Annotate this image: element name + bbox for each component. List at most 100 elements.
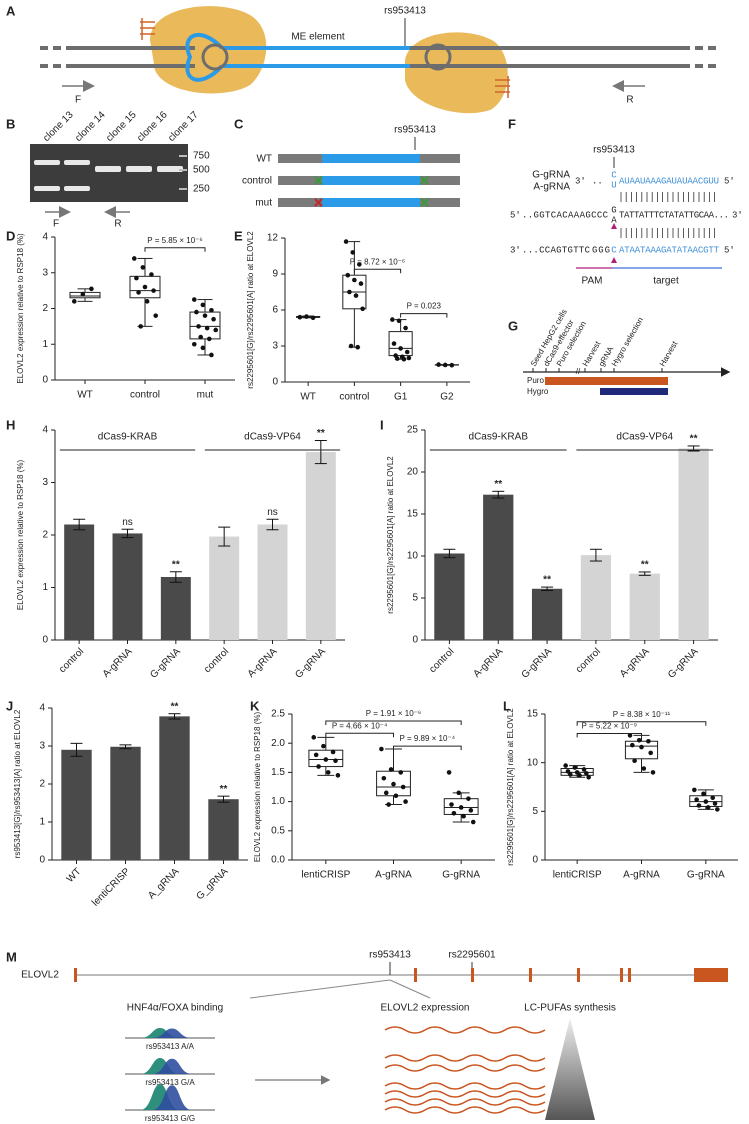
y-tick-label: 4 [42,232,48,243]
sequence-end: 3' [510,245,521,255]
point [403,799,408,804]
point [391,781,396,787]
bar [64,524,95,640]
point [577,773,582,778]
y-tick-label: 1 [42,582,48,593]
point [206,336,212,342]
point [703,799,709,804]
bar [61,749,92,860]
y-tick-label: 0.0 [271,855,285,866]
point [142,284,148,290]
y-tick-label: 0 [272,377,278,388]
point [696,803,702,808]
point [572,765,578,770]
y-tick-label: 15 [407,509,419,520]
protein [150,6,267,94]
genotype-label: rs953413 A/A [146,1042,195,1051]
x-tick-label: A-gRNA [246,646,280,680]
point [140,265,146,270]
expression-wave [384,1082,546,1090]
panel-label: H [6,417,15,432]
x-tick-label: lentiCRISP [301,870,350,881]
ladder-label: 750 [193,151,210,162]
x-tick-label: G-gRNA [148,646,183,681]
point [343,239,349,244]
y-tick-label: 3 [42,267,48,278]
x-tick-label: WT [77,390,93,401]
significance: ** [690,434,698,445]
expression-wave [384,1106,546,1114]
panel-label: B [6,116,15,131]
base-pairs [620,192,715,202]
y-tick-label: 12 [267,233,279,244]
y-tick-label: 1.5 [271,767,285,778]
point [581,767,587,772]
construct [278,154,460,163]
panel-c: rs953413 WT control mut [242,125,460,209]
chart: 0.0 0.5 1.0 1.5 2.0 2.5 ELOVL2 expression rela… [253,709,495,881]
point [134,275,139,281]
point [396,318,402,324]
allele: C [611,170,617,180]
selection-bar [545,377,668,385]
x-tick-label: WT [300,392,316,403]
point [446,770,452,775]
lane-label: clone 14 [73,109,108,144]
panel-g: // Puro Hygro Seed HepG2 cellsdCas9-effe… [523,308,731,396]
chart: 0 3 6 9 12 rs2295601[G]/rs2295601[A] ratio at… [246,231,470,403]
y-tick-label: 3 [42,477,48,488]
allele: A [611,215,617,225]
point [313,752,319,758]
point [325,770,331,775]
lane-label: clone 17 [166,109,201,144]
primer-label: F [75,95,81,106]
panel-label: I [380,417,384,432]
y-axis-label: rs2295601[G]/rs2295601[A] ratio at ELOVL… [246,231,255,389]
x-tick-label: lentiCRISP [90,866,133,909]
dna-loop [201,43,229,71]
y-tick-label: 10 [407,551,419,562]
y-tick-label: 2.0 [271,738,285,749]
sequence-end: 5' [724,176,735,186]
x-tick-label: G1 [394,392,408,403]
y-tick-label: 9 [272,269,278,280]
point [442,362,448,368]
bar [483,494,514,640]
panel-label: J [6,698,13,713]
point [458,805,464,810]
significance: ns [267,507,278,518]
snp-label: rs953413 [394,125,436,136]
significance: ** [494,479,502,490]
point [211,316,216,322]
bar [305,452,336,640]
sequence-dots: .. [592,176,603,186]
y-axis-label: rs953413[G]/rs953413[A] ratio at ELOVL2 [13,709,22,858]
genotype-label: rs953413 G/G [145,1114,195,1123]
point [360,306,365,312]
point [632,758,637,764]
p-value: P = 0.023 [407,302,442,311]
significance: ** [172,559,180,570]
point [692,787,697,793]
allele: U [611,180,616,190]
dna-loop [424,43,452,71]
p-value: P = 1.91 × 10⁻⁶ [366,709,421,718]
row-label: mut [255,198,272,209]
time-break: // [576,367,581,376]
point [352,277,357,283]
x-tick-label: mut [197,390,214,401]
y-tick-label: 3 [272,341,278,352]
target-sequence: ATAATAAAGATATAACGTT [619,245,720,255]
point [468,808,474,813]
gel [30,144,188,202]
primer-label: F [53,219,59,230]
grna [495,76,510,98]
point [636,737,642,743]
grna-sequence: AUAAUAAAGAUAUAACGUU [619,176,719,186]
point [196,324,201,329]
bar [160,577,191,640]
point [715,807,720,812]
y-tick-label: 0 [532,855,538,866]
lane-label: clone 15 [104,109,139,144]
point [630,742,635,748]
